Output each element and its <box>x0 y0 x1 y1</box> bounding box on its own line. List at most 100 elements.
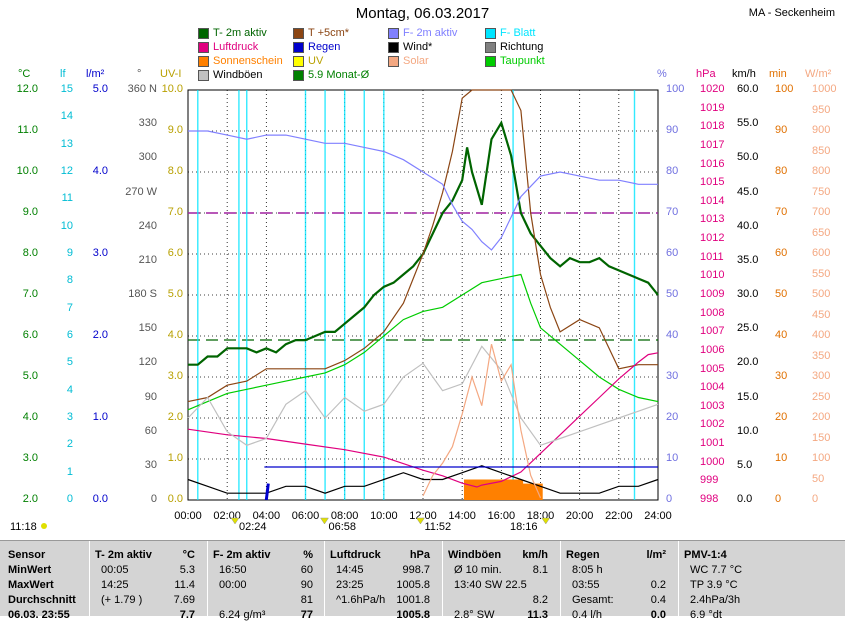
axis-tick-label: 900 <box>812 124 831 136</box>
table-unit: hPa <box>409 549 430 561</box>
axis-tick-label: 1007 <box>700 325 725 338</box>
table-cell-label: 16:50 <box>219 564 247 576</box>
axis-tick-label: 1015 <box>700 176 725 189</box>
axis-tick-label: 90 <box>666 124 679 136</box>
axis-tick-label: 30 <box>666 370 679 382</box>
axis-tick-label: 60 <box>666 247 679 259</box>
axis-tick-label: 90 <box>144 390 157 403</box>
axis-tick-label: 1013 <box>700 213 725 226</box>
table-cell-label: WC 7.7 °C <box>690 564 743 576</box>
table-header: PMV-1:4 <box>684 549 727 561</box>
axis-tick-label: 3.0 <box>92 247 108 259</box>
table-cell-label: 2.8° SW <box>454 609 495 621</box>
axis-tick-label: 13 <box>60 137 73 150</box>
sun-icon <box>41 523 47 529</box>
column-separator <box>89 541 90 616</box>
marker-icon <box>230 517 240 525</box>
axis-tick-label: 850 <box>812 144 831 157</box>
legend-item: Sonnenschein <box>198 55 283 67</box>
axis-unit: min <box>769 68 787 80</box>
table-cell-value: 8.2 <box>532 594 548 606</box>
column-separator <box>442 541 443 616</box>
x-tick-label: 10:00 <box>370 510 398 522</box>
axis-tick-label: 1003 <box>700 399 725 412</box>
table-cell-label: 13:40 SW 22.5 <box>454 579 527 591</box>
axis-tick-label: 9.0 <box>167 124 183 136</box>
axis-unit: km/h <box>732 68 756 80</box>
x-tick-label: 06:00 <box>292 510 320 522</box>
legend-label: Richtung <box>500 41 544 53</box>
table-row-label: Sensor <box>8 549 46 561</box>
legend-label: F- 2m aktiv <box>403 27 458 39</box>
axis-tick-label: 50 <box>812 472 825 485</box>
legend-item: T- 2m aktiv <box>198 27 267 39</box>
axis-unit: W/m² <box>805 68 832 80</box>
table-cell-value: 11.3 <box>527 609 548 621</box>
axis-tick-label: 0.0 <box>92 493 108 505</box>
table-header: Luftdruck <box>330 549 381 561</box>
table-unit: km/h <box>522 549 548 561</box>
axis-unit: hPa <box>696 68 716 80</box>
table-cell-value: 8.1 <box>532 564 548 576</box>
table-cell-value: 60 <box>300 564 313 576</box>
axis-tick-label: 1008 <box>700 306 725 319</box>
column-separator <box>207 541 208 616</box>
legend-swatch <box>293 27 304 39</box>
table-cell-value: 90 <box>300 579 313 591</box>
axis-tick-label: 0 <box>775 493 782 505</box>
series-line <box>187 352 659 488</box>
series-line <box>187 89 658 403</box>
table-cell-label: 6.24 g/m³ <box>219 609 266 621</box>
axis-tick-label: 1006 <box>700 343 725 356</box>
axis-tick-label: 240 <box>138 219 157 232</box>
axis-tick-label: 70 <box>775 206 788 218</box>
axis-tick-label: 40 <box>666 329 679 341</box>
axis-tick-label: 50 <box>775 288 788 300</box>
axis-tick-label: 30 <box>144 458 157 471</box>
axis-tick-label: 150 <box>138 322 157 335</box>
axis-tick-label: 100 <box>666 83 685 95</box>
axis-tick-label: 8 <box>66 274 73 287</box>
table-cell-label: 14:25 <box>101 579 129 591</box>
axis-tick-label: 5.0 <box>22 370 38 382</box>
legend-swatch <box>485 27 496 39</box>
table-cell-value: 7.69 <box>173 594 195 606</box>
axis-tick-label: 15.0 <box>737 390 759 403</box>
axis-tick-label: 9 <box>66 247 73 259</box>
legend-item: Luftdruck <box>198 41 258 53</box>
axis-tick-label: 1001 <box>700 437 725 450</box>
table-cell-label: 8:05 h <box>572 564 603 576</box>
axis-tick-label: 30.0 <box>737 288 759 300</box>
legend-swatch <box>388 27 399 39</box>
legend-swatch <box>198 69 209 81</box>
table-header: T- 2m aktiv <box>95 549 152 561</box>
legend-item: Wind* <box>388 41 432 53</box>
axis-tick-label: 2.0 <box>22 493 38 505</box>
axis-tick-label: 7.0 <box>167 206 183 218</box>
legend-swatch <box>388 41 399 53</box>
axis-tick-label: 1009 <box>700 288 725 300</box>
axis-tick-label: 90 <box>775 124 788 136</box>
marker-label: 06:58 <box>328 521 356 533</box>
axis-tick-label: 12 <box>60 165 73 177</box>
axis-tick-label: 250 <box>812 390 831 403</box>
axis-tick-label: 6.0 <box>167 247 183 259</box>
axis-tick-label: 0 <box>812 493 819 505</box>
legend-label: Taupunkt <box>500 55 545 67</box>
axis-tick-label: 10.0 <box>16 165 38 177</box>
axis-tick-label: 1000 <box>700 455 725 468</box>
axis-tick-label: 1012 <box>700 232 725 245</box>
axis-tick-label: 15 <box>60 83 73 95</box>
column-separator <box>560 541 561 616</box>
axis-tick-label: 40 <box>775 329 788 341</box>
axis-tick-label: 3.0 <box>22 452 38 464</box>
axis-tick-label: 4.0 <box>22 411 38 423</box>
legend-label: 5.9 Monat-Ø <box>308 69 370 81</box>
legend-swatch <box>485 55 496 67</box>
table-cell-label: Ø 10 min. <box>454 564 502 576</box>
axis-tick-label: 7.0 <box>22 288 38 300</box>
table-cell-label: 00:00 <box>219 579 247 591</box>
axis-tick-label: 400 <box>812 329 831 341</box>
table-header: F- 2m aktiv <box>213 549 271 561</box>
axis-tick-label: 45.0 <box>737 185 759 198</box>
